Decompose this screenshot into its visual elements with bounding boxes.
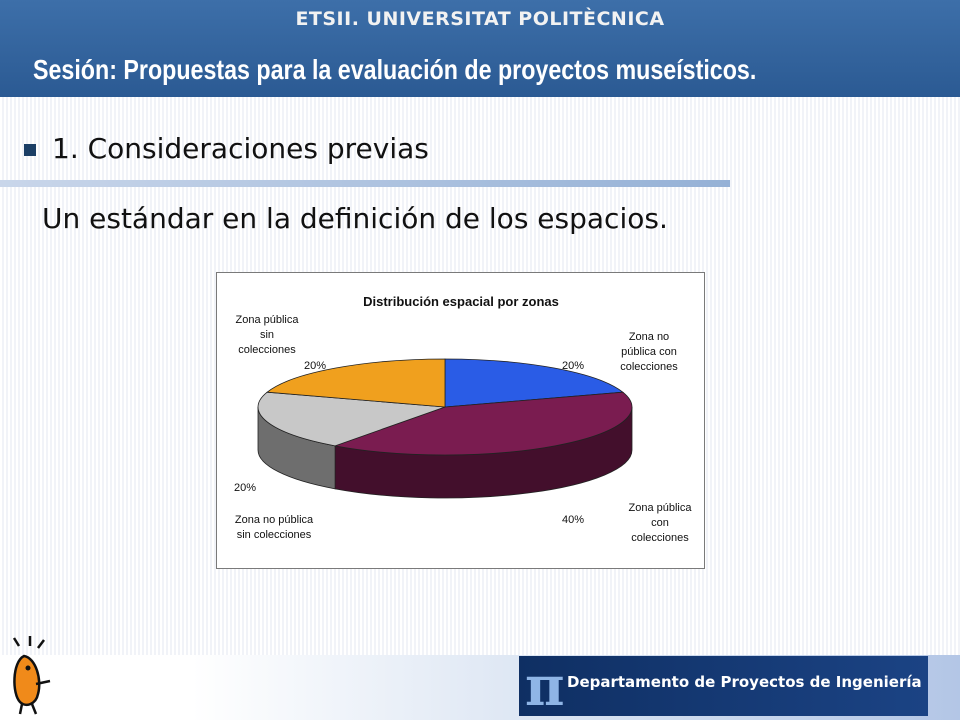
bullet-square-icon bbox=[24, 144, 36, 156]
pie-slice bbox=[333, 391, 633, 456]
slide-header: ETSII. UNIVERSITAT POLITÈCNICA Sesión: P… bbox=[0, 0, 960, 97]
category-label: Zona no bbox=[629, 331, 669, 343]
value-label: 40% bbox=[562, 514, 584, 526]
chart-title: Distribución espacial por zonas bbox=[363, 294, 559, 309]
category-label: Zona no pública bbox=[235, 514, 314, 526]
pie-chart: Distribución espacial por zonas Zona no pú… bbox=[216, 272, 705, 569]
value-label: 20% bbox=[234, 482, 256, 494]
category-label: colecciones bbox=[620, 361, 678, 373]
section-heading: 1. Consideraciones previas bbox=[52, 132, 429, 165]
value-label: 20% bbox=[304, 360, 326, 372]
category-label: sin bbox=[260, 329, 274, 341]
category-label: pública con bbox=[621, 346, 677, 358]
category-label: colecciones bbox=[238, 344, 296, 356]
department-logo: π Departamento de Proyectos de Ingenierí… bbox=[519, 656, 928, 716]
value-label: 20% bbox=[562, 360, 584, 372]
category-label: colecciones bbox=[631, 532, 689, 544]
pie-slice bbox=[257, 391, 446, 447]
pie-slice bbox=[444, 358, 624, 408]
category-label: Zona pública bbox=[236, 314, 300, 326]
pie-chart-svg: Distribución espacial por zonas Zona no pú… bbox=[234, 294, 693, 544]
slide-subtitle: Un estándar en la definición de los espa… bbox=[42, 202, 668, 235]
category-label: Zona pública bbox=[629, 502, 693, 514]
pi-logo-icon: π bbox=[525, 654, 565, 718]
pie-slice bbox=[266, 358, 446, 408]
institution-title: ETSII. UNIVERSITAT POLITÈCNICA bbox=[295, 8, 665, 30]
category-label: sin colecciones bbox=[237, 529, 312, 541]
session-title: Sesión: Propuestas para la evaluación de… bbox=[33, 54, 757, 85]
mascot-icon bbox=[12, 636, 51, 715]
category-label: con bbox=[651, 517, 669, 529]
heading-rule bbox=[0, 180, 730, 187]
department-name: Departamento de Proyectos de Ingeniería bbox=[567, 673, 922, 691]
